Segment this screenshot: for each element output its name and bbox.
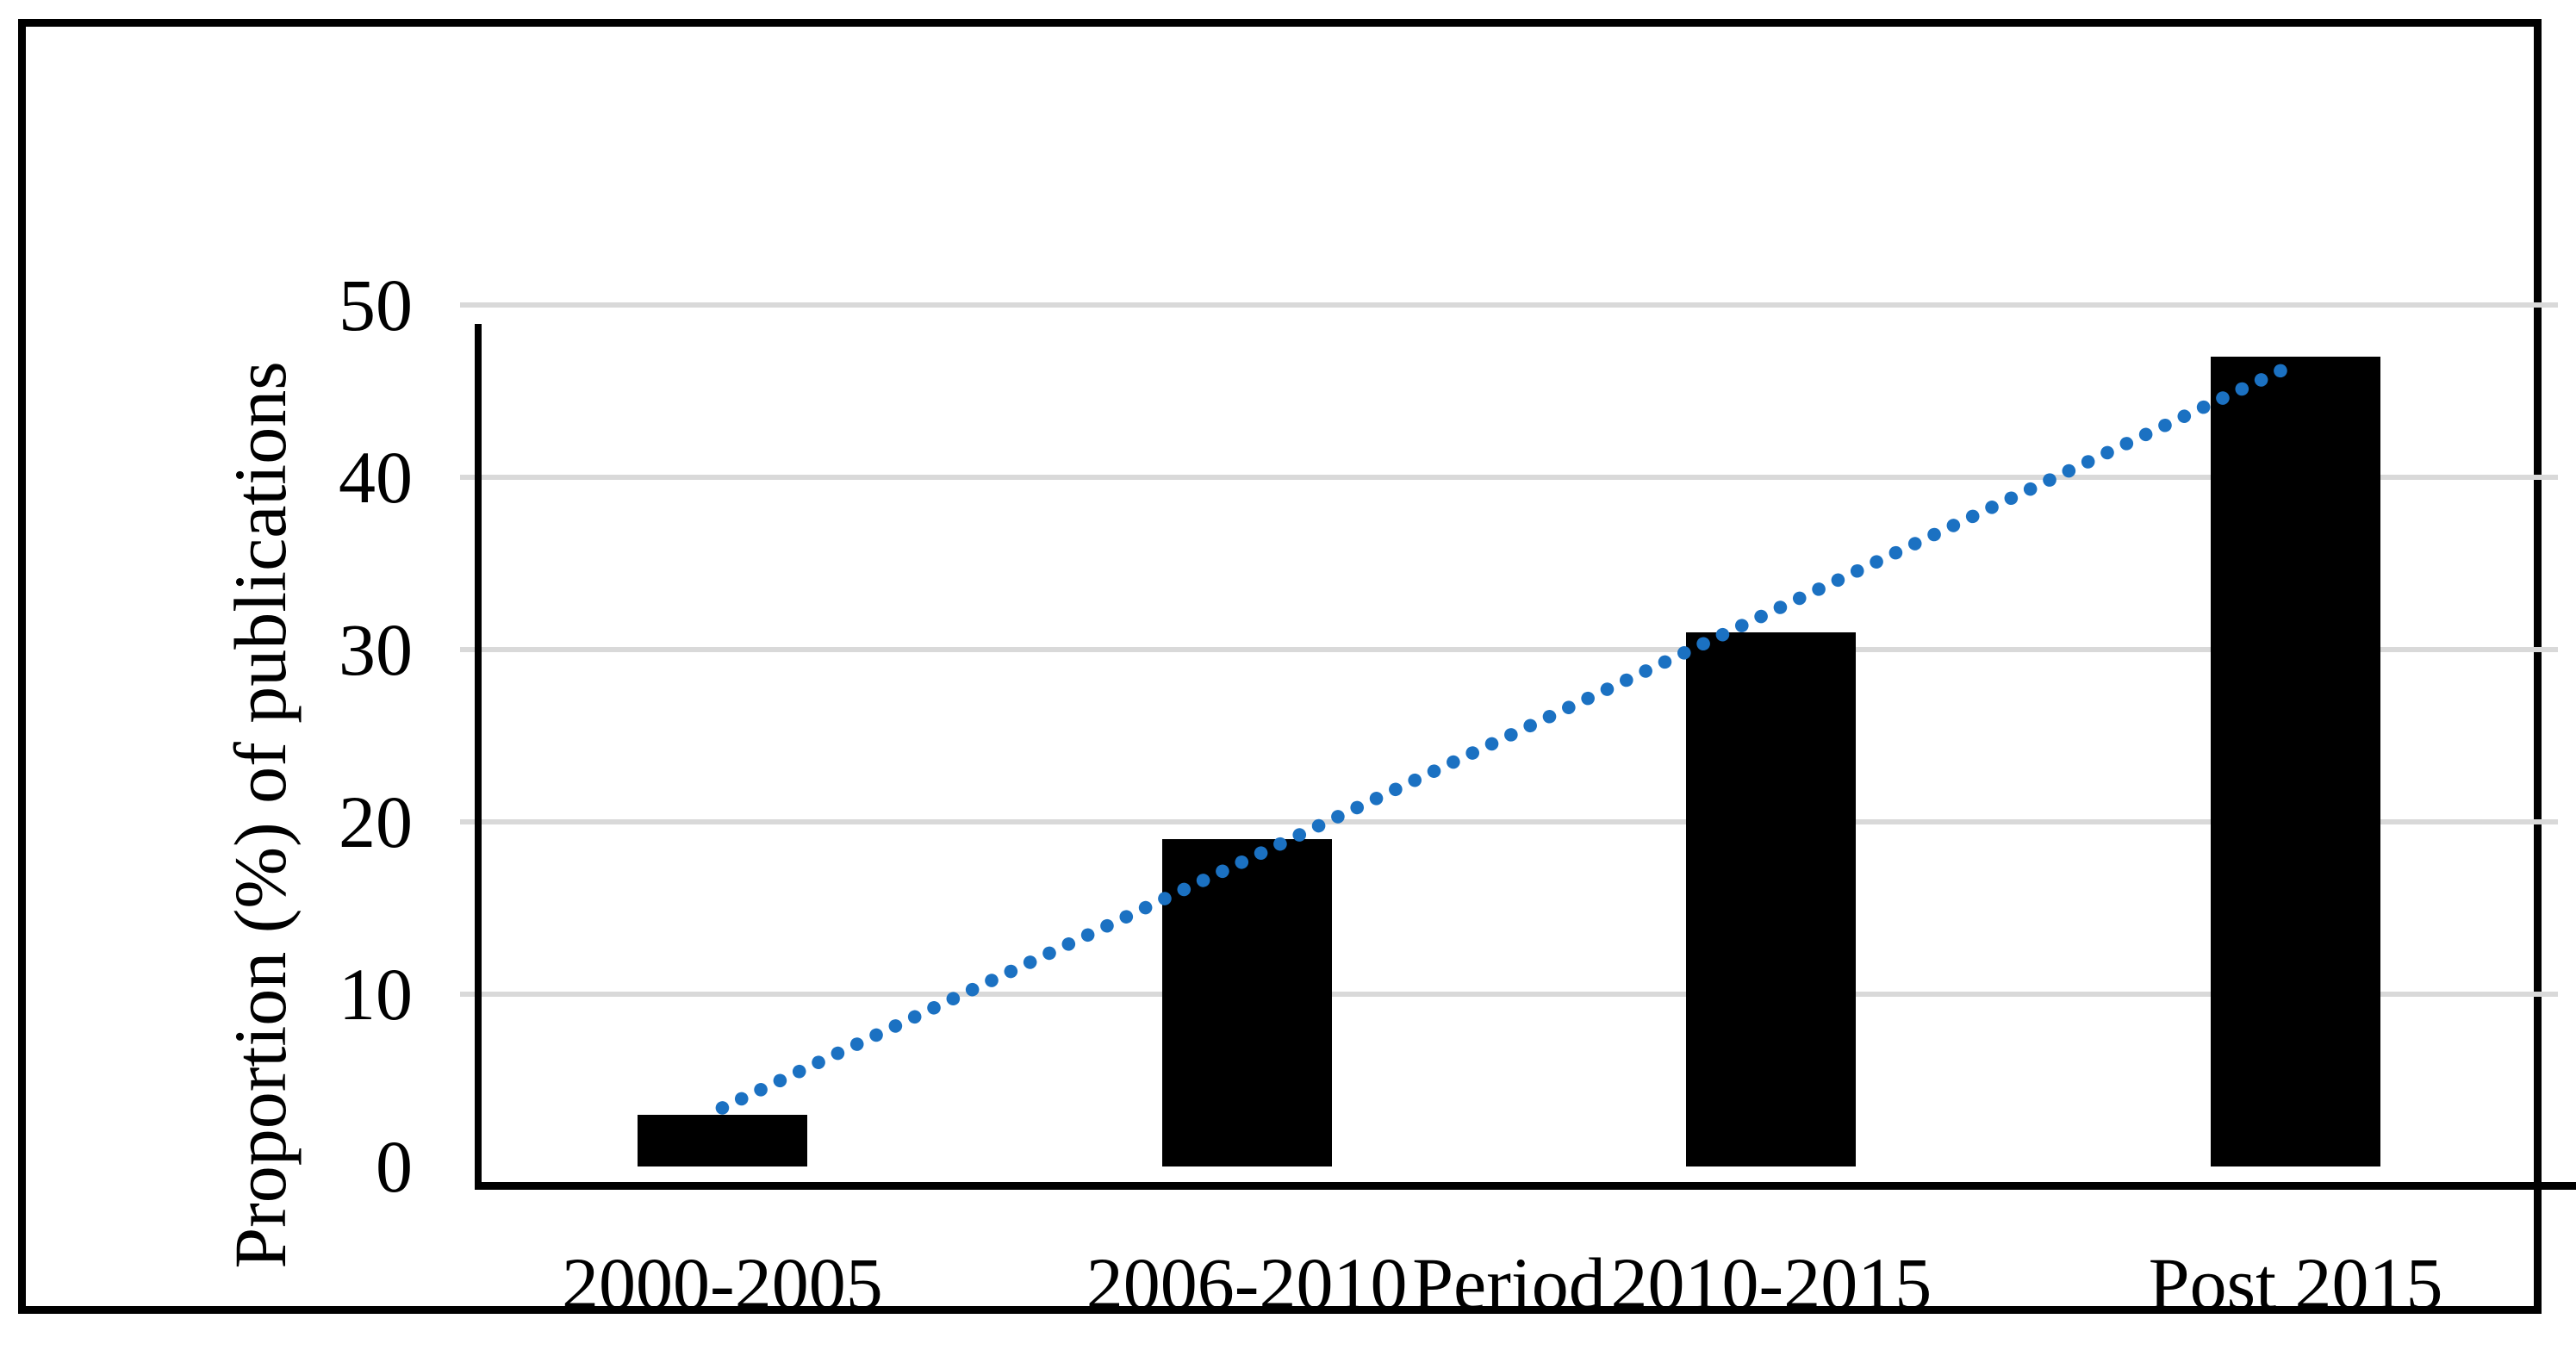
y-tick-label-40: 40 bbox=[339, 436, 413, 519]
x-tick-label-2010-2015: 2010-2015 bbox=[1610, 1242, 1932, 1325]
y-tick-label-30: 30 bbox=[339, 608, 413, 691]
y-axis-line bbox=[475, 324, 482, 1189]
bar-2006-2010 bbox=[1161, 839, 1332, 1166]
y-tick-label-50: 50 bbox=[339, 264, 413, 346]
figure-frame: 0 10 20 30 40 50 Proportion (%) of publicatio… bbox=[18, 19, 2576, 1324]
x-axis-line bbox=[475, 1182, 2576, 1190]
x-tick-label-2006-2010: 2006-2010 bbox=[1086, 1242, 1408, 1325]
gridline-50 bbox=[460, 302, 2558, 308]
x-axis-title: Period bbox=[1412, 1242, 1606, 1325]
bar-2000-2005 bbox=[637, 1115, 807, 1166]
bar-2010-2015 bbox=[1686, 632, 1857, 1166]
x-tick-label-Post 2015: Post 2015 bbox=[2148, 1242, 2443, 1325]
y-tick-label-10: 10 bbox=[339, 953, 413, 1036]
y-axis-title: Proportion (%) of publications bbox=[219, 361, 302, 1269]
x-tick-label-2000-2005: 2000-2005 bbox=[562, 1242, 883, 1325]
y-tick-label-20: 20 bbox=[339, 781, 413, 863]
bar-Post 2015 bbox=[2211, 357, 2381, 1166]
y-tick-label-0: 0 bbox=[376, 1125, 413, 1208]
